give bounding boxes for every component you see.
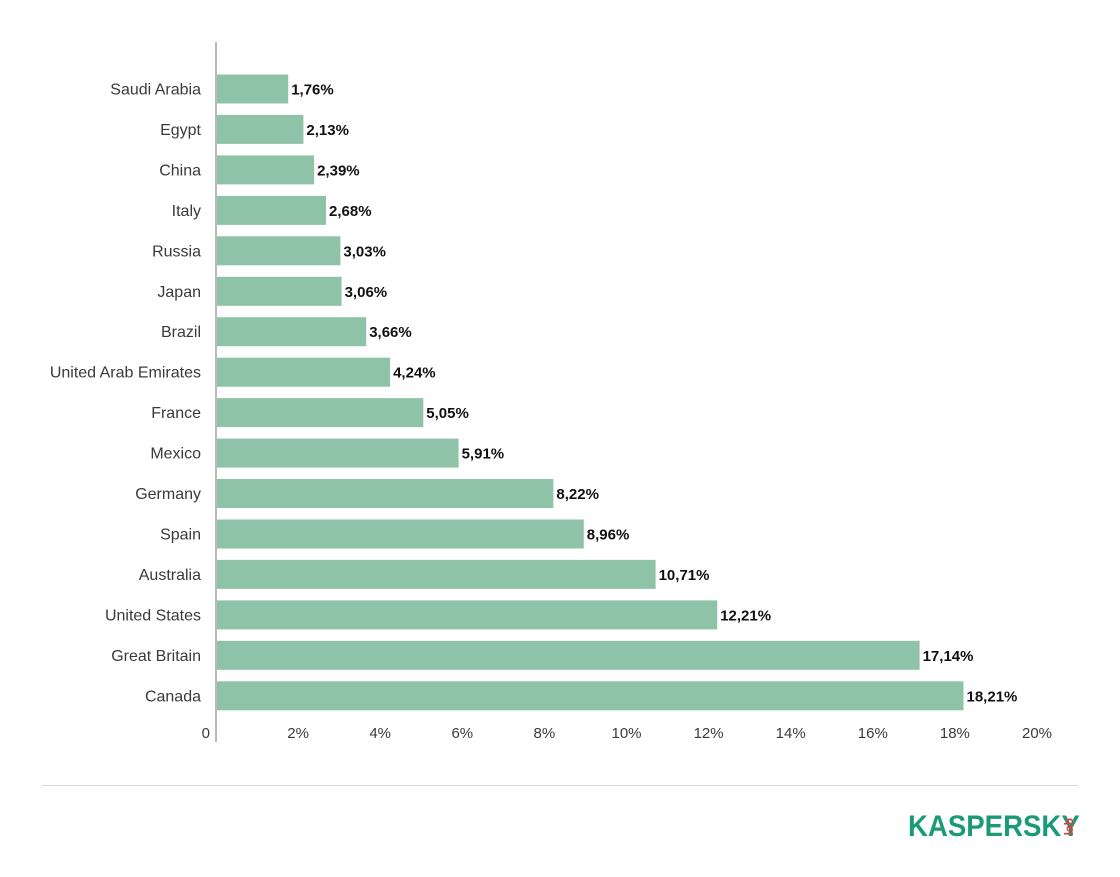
x-tick-label: 6% [451, 725, 473, 742]
value-label: 1,76% [291, 82, 334, 99]
category-label: Brazil [161, 324, 201, 341]
footer-divider [42, 785, 1078, 786]
value-label: 17,14% [923, 648, 974, 665]
logo-lab-suffix: lab [1062, 818, 1076, 836]
bar-egypt [217, 114, 304, 144]
x-tick-label: 16% [858, 725, 888, 742]
category-label: Russia [152, 243, 201, 260]
x-tick-label: 4% [369, 725, 391, 742]
category-label: Germany [135, 486, 201, 503]
value-label: 8,96% [587, 527, 630, 544]
category-label: United States [105, 607, 201, 624]
x-axis-ticks: 0 2% 4% 6% 8% 10% 12% 14% 16% 18% 20% [202, 725, 1052, 742]
value-label: 2,39% [317, 162, 360, 179]
x-tick-label: 14% [776, 725, 806, 742]
value-label: 3,03% [343, 243, 386, 260]
bar-canada [217, 681, 964, 711]
value-label: 5,91% [462, 446, 505, 463]
value-label: 3,66% [369, 324, 412, 341]
bar-japan [217, 276, 342, 306]
x-tick-label: 20% [1022, 725, 1052, 742]
category-label: Egypt [160, 122, 201, 139]
value-label: 18,21% [967, 688, 1018, 705]
category-labels: Saudi Arabia Egypt China Italy Russia Japan Br… [50, 82, 202, 706]
x-tick-label: 2% [287, 725, 309, 742]
bar-germany [217, 479, 554, 508]
bar-spain [217, 519, 584, 549]
category-label: Canada [145, 688, 201, 705]
bar-brazil [217, 317, 367, 347]
bar-great-britain [217, 640, 920, 670]
value-label: 10,71% [659, 567, 710, 584]
value-label: 2,13% [306, 122, 349, 139]
bars-layer [217, 74, 964, 711]
value-label: 5,05% [426, 405, 469, 422]
x-tick-label: 0 [202, 725, 210, 742]
x-tick-label: 18% [940, 725, 970, 742]
value-label: 8,22% [556, 486, 599, 503]
value-label: 3,06% [345, 284, 388, 301]
value-label: 12,21% [720, 607, 771, 624]
x-tick-label: 8% [534, 725, 556, 742]
x-tick-label: 10% [611, 725, 641, 742]
bar-saudi-arabia [217, 74, 289, 104]
bar-italy [217, 195, 326, 225]
bar-russia [217, 236, 341, 266]
bar-china [217, 155, 315, 185]
category-label: Australia [139, 567, 201, 584]
value-label: 4,24% [393, 365, 436, 382]
bar-united-arab-emirates [217, 357, 391, 387]
category-label: France [151, 405, 201, 422]
value-labels: 1,76% 2,13% 2,39% 2,68% 3,03% 3,06% 3,66% 4,24%… [291, 82, 1017, 706]
bar-france [217, 398, 424, 428]
kaspersky-lab-logo: KASPERSKY lab [908, 808, 1080, 854]
category-label: Mexico [150, 446, 201, 463]
category-label: Italy [172, 203, 201, 220]
category-label: United Arab Emirates [50, 365, 201, 382]
bar-australia [217, 559, 656, 589]
x-tick-label: 12% [694, 725, 724, 742]
category-label: Spain [160, 527, 201, 544]
bar-mexico [217, 438, 459, 468]
category-label: China [159, 162, 201, 179]
value-label: 2,68% [329, 203, 372, 220]
category-label: Saudi Arabia [110, 82, 201, 99]
bar-united-states [217, 600, 718, 630]
category-label: Great Britain [111, 648, 201, 665]
category-label: Japan [157, 284, 201, 301]
logo-wordmark: KASPERSKY [908, 810, 1080, 843]
bar-chart: Saudi Arabia Egypt China Italy Russia Japan Br… [50, 42, 1052, 742]
